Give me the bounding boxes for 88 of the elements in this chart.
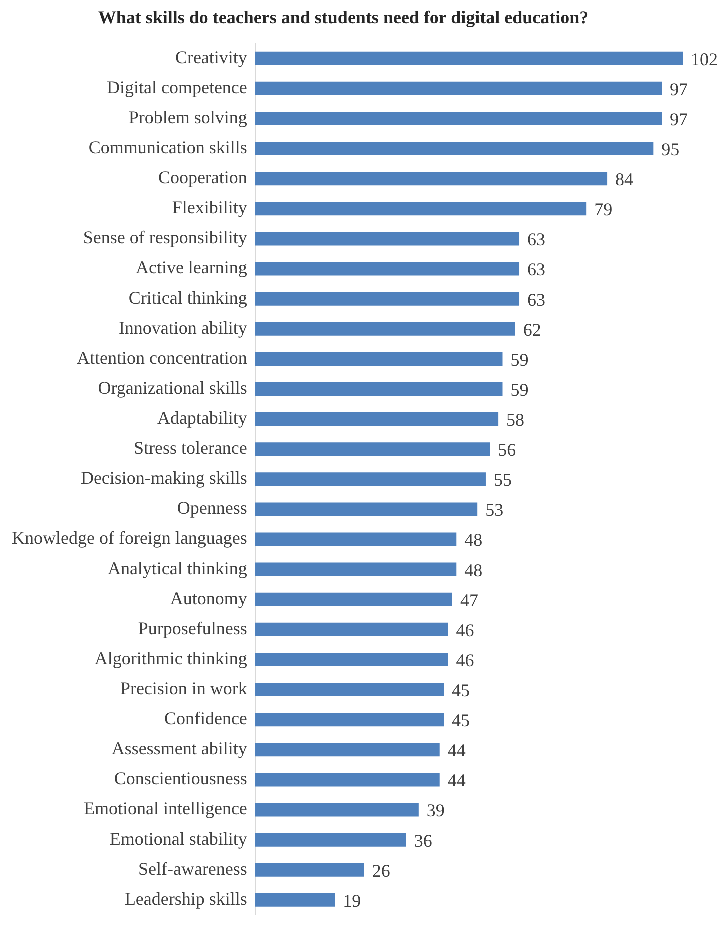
data-label: 84 (616, 170, 634, 190)
data-label: 48 (464, 560, 483, 580)
y-tick-label: Self-awareness (138, 858, 248, 879)
y-tick-label: Autonomy (170, 588, 248, 608)
y-tick-label: Innovation ability (118, 318, 248, 338)
y-tick-label: Leadership skills (124, 888, 248, 909)
data-label: 44 (448, 740, 466, 761)
data-label: 95 (662, 140, 680, 160)
y-tick-label: Problem solving (128, 107, 248, 128)
bar (255, 112, 662, 126)
data-label: 44 (448, 770, 466, 791)
data-label: 36 (414, 830, 432, 851)
y-tick-label: Knowledge of foreign languages (12, 528, 248, 548)
bar (255, 262, 520, 276)
data-label: 46 (456, 620, 474, 640)
bar (255, 442, 490, 456)
bar (255, 172, 608, 186)
data-label: 46 (456, 650, 474, 670)
bar (255, 683, 444, 697)
y-tick-label: Emotional intelligence (84, 798, 248, 819)
bar (255, 863, 364, 877)
bar (255, 562, 457, 576)
data-label: 63 (528, 230, 546, 250)
y-tick-label: Digital competence (106, 77, 248, 98)
data-label: 19 (343, 890, 362, 911)
bar (255, 803, 419, 817)
data-label: 59 (510, 380, 529, 400)
bar (255, 652, 448, 666)
y-tick-label: Critical thinking (128, 288, 248, 308)
y-tick-label: Analytical thinking (108, 558, 248, 578)
y-tick-label: Communication skills (88, 138, 248, 158)
bar (255, 382, 503, 396)
bar (255, 232, 520, 246)
data-label: 97 (670, 109, 688, 130)
data-label: 26 (372, 860, 390, 881)
bar (255, 893, 336, 907)
bar (255, 532, 457, 546)
y-tick-label: Active learning (136, 258, 248, 278)
data-label: 58 (506, 410, 525, 430)
y-tick-label: Creativity (175, 47, 248, 68)
bar (255, 592, 452, 606)
data-label: 55 (494, 470, 512, 490)
bar (255, 142, 654, 156)
bar (255, 502, 478, 516)
data-label: 63 (528, 290, 546, 310)
bar (255, 773, 440, 787)
y-tick-label: Decision-making skills (80, 468, 248, 488)
y-tick-label: Emotional stability (110, 828, 248, 849)
y-tick-label: Stress tolerance (134, 438, 248, 458)
y-tick-label: Confidence (164, 708, 248, 729)
data-label: 45 (452, 680, 470, 701)
y-tick-label: Openness (177, 498, 248, 518)
data-label: 97 (670, 79, 688, 100)
bar (255, 472, 486, 486)
data-label: 79 (594, 200, 613, 220)
data-label: 59 (510, 350, 529, 370)
data-label: 39 (426, 800, 445, 821)
y-tick-label: Adaptability (157, 408, 248, 428)
y-tick-label: Purposefulness (138, 618, 248, 638)
bar (255, 352, 503, 366)
data-label: 63 (528, 260, 546, 280)
data-label: 102 (691, 49, 718, 70)
bar (255, 82, 662, 96)
chart-title: What skills do teachers and students need for digital education? (98, 7, 589, 28)
bar (255, 202, 587, 216)
y-tick-label: Conscientiousness (114, 768, 248, 789)
y-tick-label: Attention concentration (76, 348, 248, 368)
bar (255, 52, 683, 66)
data-label: 53 (486, 500, 504, 520)
bar (255, 322, 516, 336)
bar (255, 622, 448, 636)
data-label: 56 (498, 440, 516, 460)
bar (255, 412, 499, 426)
y-tick-label: Assessment ability (112, 738, 248, 759)
bar (255, 833, 406, 847)
y-tick-label: Flexibility (172, 198, 248, 218)
y-tick-label: Algorithmic thinking (94, 648, 248, 668)
data-label: 48 (464, 530, 483, 550)
y-tick-label: Cooperation (158, 168, 248, 188)
bar (255, 743, 440, 757)
data-label: 47 (460, 590, 478, 610)
bar (255, 713, 444, 727)
data-label: 45 (452, 710, 470, 731)
y-tick-label: Organizational skills (98, 378, 248, 398)
data-label: 62 (523, 320, 542, 340)
y-tick-label: Sense of responsibility (83, 228, 248, 248)
y-tick-label: Precision in work (120, 678, 248, 699)
bar (255, 292, 520, 306)
